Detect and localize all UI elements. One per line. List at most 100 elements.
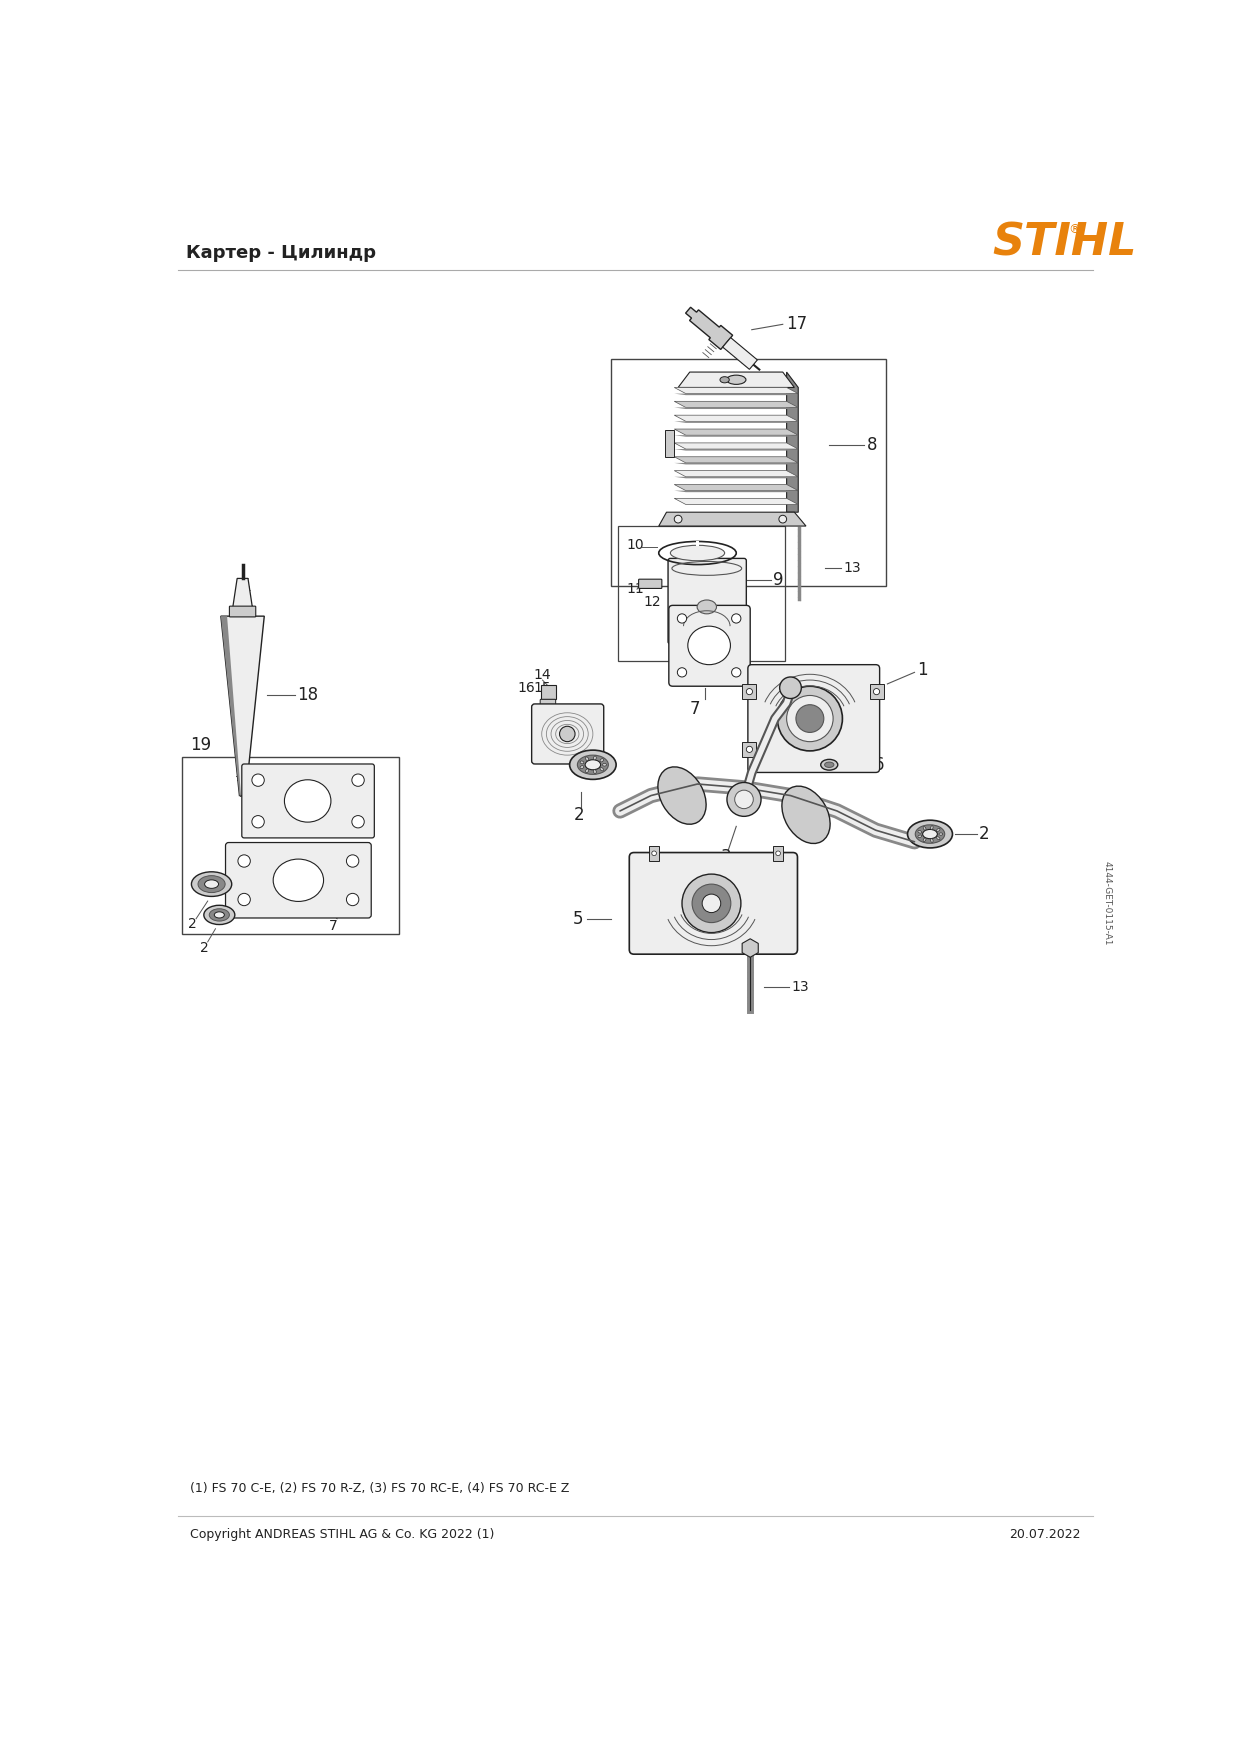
Ellipse shape [210,908,229,920]
Text: 12: 12 [644,594,661,608]
Ellipse shape [908,820,952,848]
Bar [611,359,885,586]
Ellipse shape [578,756,609,775]
Circle shape [727,782,761,817]
Text: 14: 14 [533,668,551,682]
Polygon shape [221,615,264,796]
Ellipse shape [697,600,717,614]
Circle shape [786,696,833,742]
Ellipse shape [569,750,616,780]
Bar [743,742,756,757]
Ellipse shape [923,838,926,841]
Circle shape [346,855,358,868]
Text: Copyright ANDREAS STIHL AG & Co. KG 2022 (1): Copyright ANDREAS STIHL AG & Co. KG 2022… [190,1529,495,1541]
Text: ®: ® [1068,223,1080,237]
Bar [665,429,675,458]
Text: STIHL: STIHL [992,221,1137,265]
Ellipse shape [603,763,606,766]
FancyBboxPatch shape [629,852,797,954]
Polygon shape [675,387,799,394]
Ellipse shape [215,912,224,919]
Text: 17: 17 [786,316,807,333]
Circle shape [677,614,687,622]
Polygon shape [723,338,758,370]
Circle shape [796,705,823,733]
Ellipse shape [585,757,589,761]
Polygon shape [221,615,241,796]
Circle shape [779,515,786,522]
Text: 13: 13 [791,980,808,994]
Ellipse shape [720,377,729,382]
FancyBboxPatch shape [748,664,879,773]
Polygon shape [233,578,253,610]
Ellipse shape [918,834,921,838]
Ellipse shape [918,831,921,833]
Circle shape [682,875,742,933]
Ellipse shape [825,763,835,768]
Bar [541,685,557,698]
Circle shape [252,815,264,827]
Polygon shape [675,458,799,463]
Text: 8: 8 [867,436,877,454]
Ellipse shape [191,871,232,896]
FancyBboxPatch shape [639,578,662,589]
Ellipse shape [585,770,589,773]
Text: 15: 15 [533,680,551,694]
Text: 13: 13 [843,561,861,575]
Text: 5: 5 [573,910,584,927]
Ellipse shape [923,827,926,831]
Polygon shape [675,498,799,505]
Polygon shape [675,429,799,435]
Ellipse shape [923,829,937,838]
Polygon shape [675,401,799,407]
Circle shape [746,689,753,694]
Circle shape [746,747,753,752]
Circle shape [702,894,720,913]
Text: 18: 18 [296,687,317,705]
Circle shape [780,677,801,698]
FancyBboxPatch shape [229,607,255,617]
FancyBboxPatch shape [668,559,746,643]
Circle shape [238,855,250,868]
Text: 7: 7 [330,920,339,933]
Ellipse shape [936,829,940,831]
Polygon shape [675,470,799,477]
Text: 1: 1 [916,661,928,678]
Circle shape [252,775,264,787]
Text: 9: 9 [774,571,784,589]
Circle shape [692,884,730,922]
FancyBboxPatch shape [532,705,604,764]
Text: (1) FS 70 C-E, (2) FS 70 R-Z, (3) FS 70 RC-E, (4) FS 70 RC-E Z: (1) FS 70 C-E, (2) FS 70 R-Z, (3) FS 70 … [190,1481,569,1495]
FancyBboxPatch shape [541,699,556,712]
Polygon shape [678,372,795,387]
Ellipse shape [936,836,940,840]
Polygon shape [658,512,806,526]
Ellipse shape [594,770,596,773]
Ellipse shape [205,880,218,889]
Text: 16: 16 [518,680,536,694]
Circle shape [734,791,754,808]
Polygon shape [675,415,799,421]
Text: 3: 3 [720,848,732,866]
Text: 2: 2 [978,826,990,843]
Ellipse shape [600,759,604,763]
Bar [774,845,782,861]
Text: 6: 6 [874,756,884,773]
Polygon shape [686,307,733,349]
Polygon shape [786,372,799,512]
Ellipse shape [931,826,932,829]
Circle shape [238,894,250,906]
Circle shape [777,685,842,750]
Ellipse shape [198,876,226,892]
Text: 10: 10 [626,538,644,552]
FancyBboxPatch shape [242,764,374,838]
Ellipse shape [284,780,331,822]
Text: 2: 2 [573,806,584,824]
Polygon shape [696,542,699,547]
Bar [869,684,884,699]
Polygon shape [675,444,799,449]
Text: 2: 2 [188,917,197,931]
Circle shape [346,894,358,906]
Ellipse shape [915,826,945,843]
Ellipse shape [688,626,730,664]
